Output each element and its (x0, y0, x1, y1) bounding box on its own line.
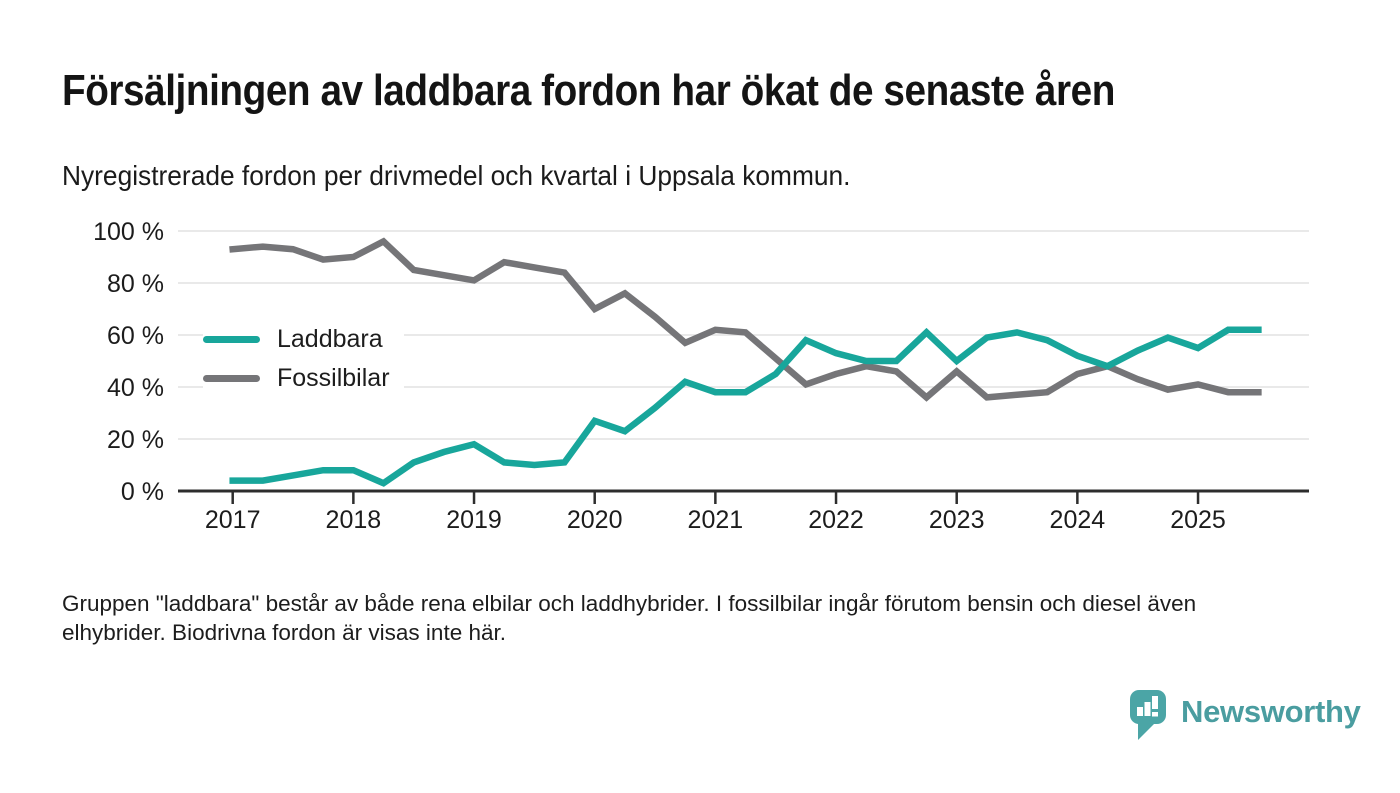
legend-label-fossilbilar: Fossilbilar (277, 363, 390, 392)
y-axis-label-100: 100 % (93, 218, 164, 246)
y-axis-label-20: 20 % (107, 426, 164, 454)
y-axis-label-0: 0 % (121, 478, 164, 506)
y-axis-label-40: 40 % (107, 374, 164, 402)
x-axis-label-2020: 2020 (567, 506, 623, 534)
y-axis-label-60: 60 % (107, 322, 164, 350)
line-chart-area: 0 % 20 % 40 % 60 % 80 % 100 % 2017 2018 2019 2020… (60, 210, 1320, 545)
chart-title: Försäljningen av laddbara fordon har öka… (62, 66, 1115, 115)
newsworthy-logo: Newsworthy (1128, 688, 1361, 744)
x-axis-label-2017: 2017 (205, 506, 261, 534)
legend-label-laddbara: Laddbara (277, 324, 383, 353)
speech-bubble-bar-chart-icon (1130, 690, 1166, 740)
chart-subtitle: Nyregistrerade fordon per drivmedel och … (62, 160, 851, 191)
series-line-fossilbilar (229, 237, 1262, 402)
legend-swatch-fossilbilar-icon (203, 374, 260, 382)
x-axis-label-2021: 2021 (688, 506, 744, 534)
legend-item-laddbara: Laddbara (203, 321, 404, 357)
x-axis-label-2023: 2023 (929, 506, 985, 534)
legend-swatch-laddbara-icon (203, 335, 260, 343)
x-axis-label-2018: 2018 (326, 506, 382, 534)
line-chart: 0 % 20 % 40 % 60 % 80 % 100 % 2017 2018 2019 2020… (93, 218, 1309, 534)
x-axis-label-2019: 2019 (446, 506, 502, 534)
y-axis-label-80: 80 % (107, 270, 164, 298)
legend-item-fossilbilar: Fossilbilar (203, 360, 404, 396)
series-line-laddbara (229, 326, 1262, 487)
chart-footnote: Gruppen "laddbara" består av både rena e… (62, 591, 1197, 645)
newsworthy-wordmark: Newsworthy (1181, 694, 1361, 729)
x-axis-label-2024: 2024 (1050, 506, 1106, 534)
chart-legend: Laddbara Fossilbilar (203, 321, 404, 396)
x-axis-label-2025: 2025 (1170, 506, 1226, 534)
x-axis-label-2022: 2022 (808, 506, 864, 534)
